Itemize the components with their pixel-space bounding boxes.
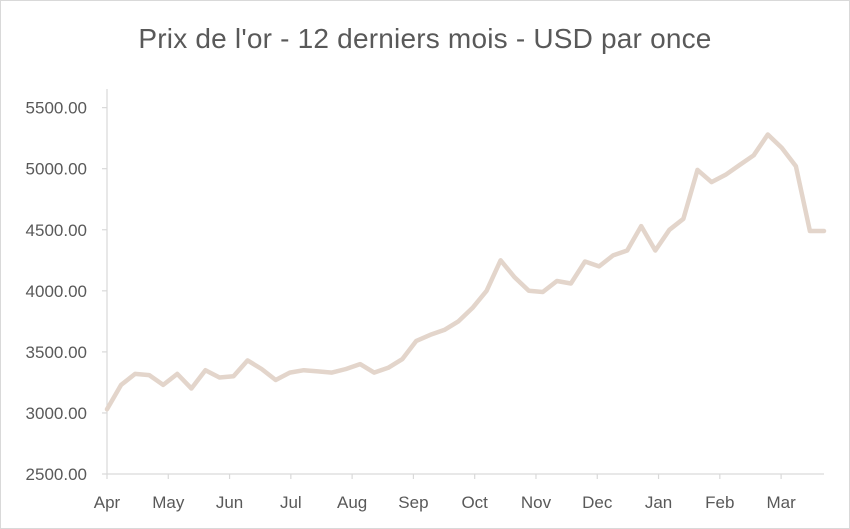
data-point [766,132,770,136]
x-tick-label: Oct [461,493,488,512]
data-point [316,369,320,373]
series-line-0 [104,132,827,412]
data-point [358,362,362,366]
y-tick-label: 5000.00 [26,160,87,179]
data-point [456,319,460,323]
chart-title: Prix de l'or - 12 derniers mois - USD pa… [138,23,712,54]
y-tick-label: 3500.00 [26,343,87,362]
data-point [414,339,418,343]
data-point [808,229,812,233]
x-tick-label: Jan [645,493,672,512]
data-point [667,228,671,232]
data-point [484,289,488,293]
data-point [752,153,756,157]
x-tick-label: Dec [582,493,613,512]
data-point [611,253,615,257]
data-point [288,370,292,374]
data-point [709,180,713,184]
data-point [175,372,179,376]
data-point [259,367,263,371]
data-point [386,366,390,370]
data-point [133,372,137,376]
data-point [372,370,376,374]
data-point [780,146,784,150]
data-point [189,386,193,390]
data-point [597,264,601,268]
data-point [203,368,207,372]
data-point [541,290,545,294]
data-point [302,368,306,372]
data-point [344,367,348,371]
y-tick-label: 2500.00 [26,465,87,484]
data-point [513,275,517,279]
x-tick-label: Apr [94,493,121,512]
x-tick-label: Jun [216,493,243,512]
data-point [822,229,826,233]
y-tick-label: 4000.00 [26,282,87,301]
x-tick-label: Sep [398,493,428,512]
data-point [428,333,432,337]
data-point [527,289,531,293]
data-point [625,248,629,252]
data-point [681,217,685,221]
data-point [119,383,123,387]
y-tick-label: 4500.00 [26,221,87,240]
x-tick-label: Mar [766,493,796,512]
x-tick-label: Nov [521,493,552,512]
data-point [639,224,643,228]
x-tick-label: Aug [337,493,367,512]
x-tick-label: Feb [705,493,734,512]
data-point [105,407,109,411]
data-point [723,173,727,177]
data-point [737,163,741,167]
data-point [161,383,165,387]
data-point [231,374,235,378]
data-point [470,306,474,310]
data-point [583,259,587,263]
data-point [794,164,798,168]
data-point [498,258,502,262]
y-tick-label: 5500.00 [26,99,87,118]
data-point [442,328,446,332]
data-point [400,357,404,361]
x-tick-label: Jul [280,493,302,512]
data-point [695,168,699,172]
data-point [330,370,334,374]
data-point [217,375,221,379]
data-point [245,358,249,362]
data-point [555,279,559,283]
y-tick-label: 3000.00 [26,404,87,423]
data-point [653,248,657,252]
data-point [147,373,151,377]
x-tick-label: May [152,493,185,512]
data-point [569,281,573,285]
data-point [274,378,278,382]
